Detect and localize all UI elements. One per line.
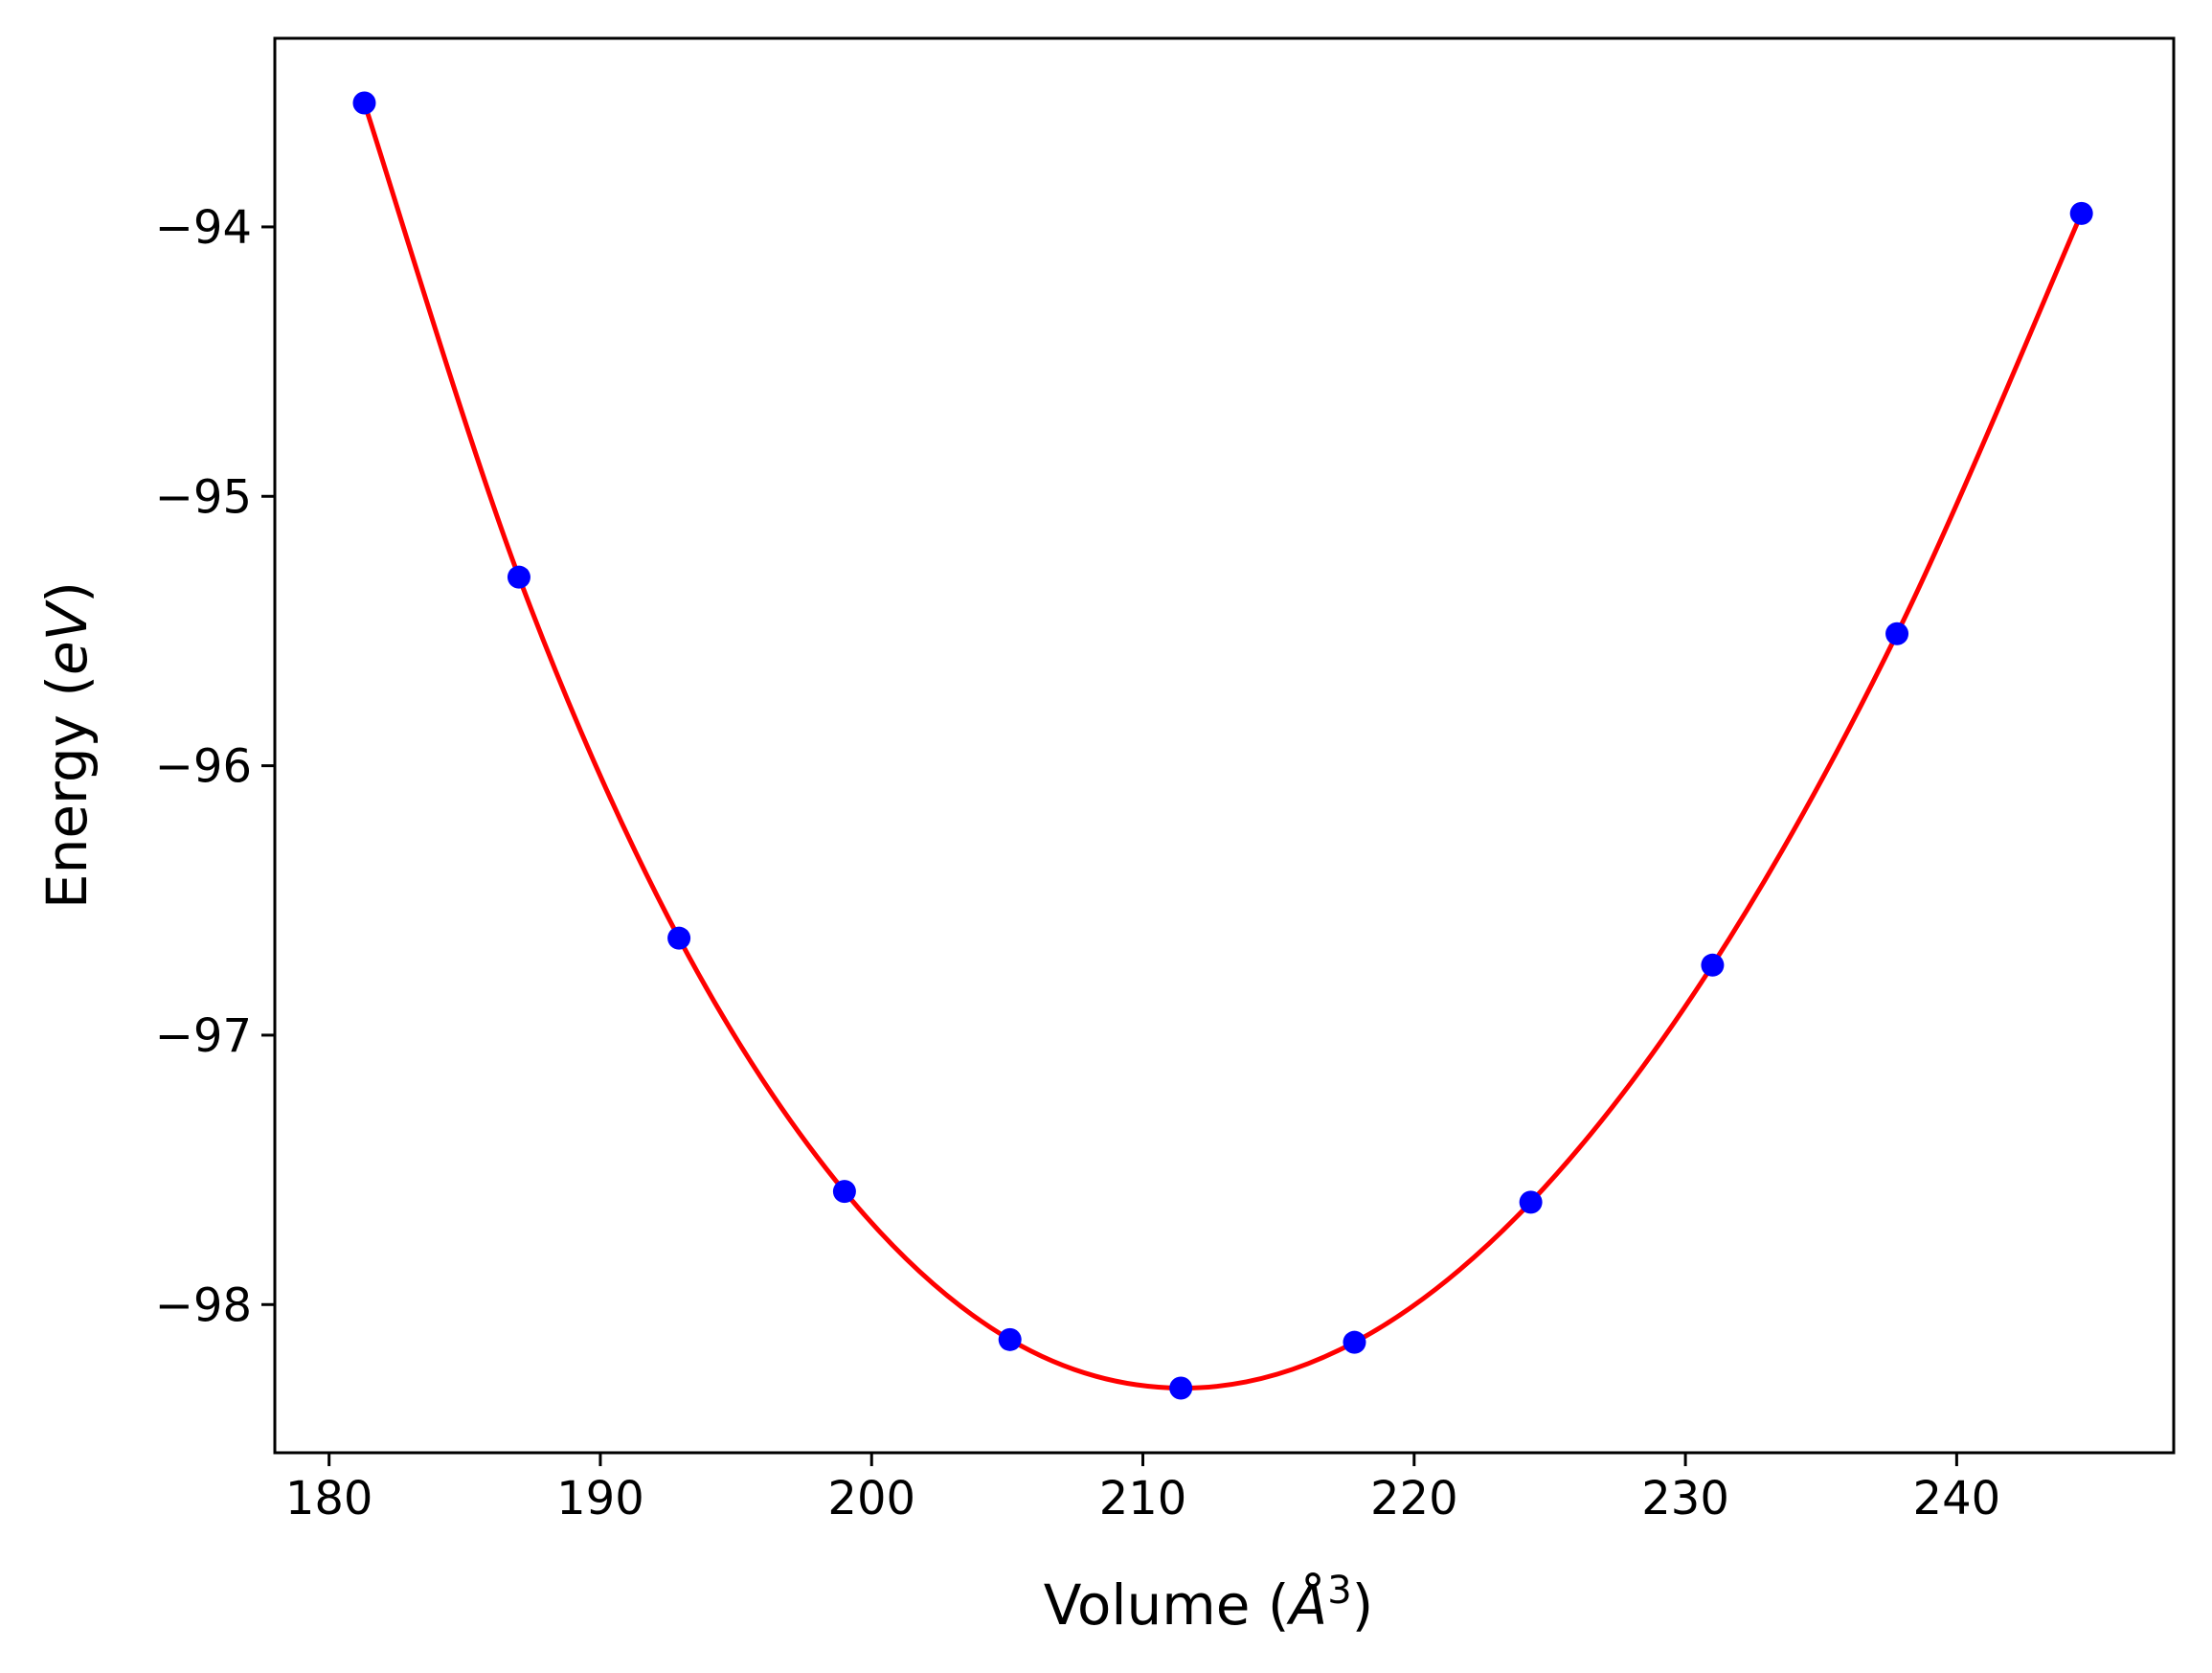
y-tick-label: −98 [155, 1278, 252, 1332]
data-point [352, 91, 376, 115]
data-point [832, 1180, 856, 1204]
data-point [1885, 622, 1909, 645]
data-point [667, 926, 691, 950]
axes-frame [273, 36, 2176, 1455]
y-tick-label: −97 [155, 1009, 252, 1063]
x-axis-ticks: 180 190 200 210 220 230 240 [285, 1453, 2000, 1526]
plot-area [352, 91, 2093, 1400]
y-tick-label: −96 [155, 740, 252, 794]
y-axis-ticks: −94 −95 −96 −97 −98 [155, 201, 275, 1332]
y-tick-label: −95 [155, 470, 252, 524]
data-point [1519, 1190, 1543, 1214]
data-point [2069, 201, 2093, 225]
x-tick-label: 200 [827, 1472, 915, 1526]
x-tick-label: 210 [1099, 1472, 1187, 1526]
y-tick-label: −94 [155, 201, 252, 255]
x-tick-label: 230 [1641, 1472, 1729, 1526]
data-point [1701, 953, 1725, 977]
data-point [1343, 1330, 1366, 1354]
y-axis-label: Energy (eV) [34, 581, 100, 909]
x-tick-label: 220 [1370, 1472, 1458, 1526]
x-tick-label: 240 [1913, 1472, 2001, 1526]
x-tick-label: 180 [285, 1472, 373, 1526]
data-point [507, 565, 530, 589]
data-point [1169, 1376, 1193, 1400]
x-axis-label: Volume (Å3) [1044, 1569, 1374, 1638]
x-tick-label: 190 [556, 1472, 644, 1526]
data-point [998, 1327, 1022, 1351]
